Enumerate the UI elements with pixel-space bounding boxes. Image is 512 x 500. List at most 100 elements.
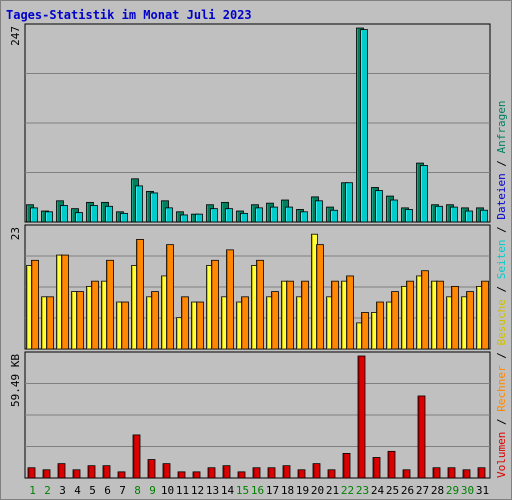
legend-separator: /: [495, 412, 508, 432]
bar-dateien: [150, 192, 158, 223]
bar-dateien: [240, 212, 248, 223]
bar-dateien: [360, 29, 368, 223]
x-tick-label: 17: [266, 484, 279, 497]
bar-volumen: [417, 395, 426, 479]
y-max-label: 23: [9, 227, 22, 240]
bar-volumen: [342, 452, 351, 479]
bar-volumen: [147, 459, 156, 479]
legend-volumen: Volumen: [495, 432, 508, 478]
x-tick-label: 29: [446, 484, 459, 497]
bar-volumen: [57, 463, 66, 479]
x-tick-label: 2: [44, 484, 51, 497]
x-tick-label: 22: [341, 484, 354, 497]
bar-volumen: [297, 469, 306, 479]
x-tick-label: 31: [476, 484, 489, 497]
bar-dateien: [105, 205, 113, 223]
x-tick-label: 16: [251, 484, 264, 497]
legend-dateien: Dateien: [495, 173, 508, 219]
bar-rechner: [196, 301, 204, 350]
bar-volumen: [387, 450, 396, 479]
x-tick-label: 4: [74, 484, 81, 497]
bar-rechner: [256, 259, 264, 350]
bar-dateien: [210, 208, 218, 223]
legend-seiten: Seiten: [495, 240, 508, 280]
legend-rechner: Rechner: [495, 365, 508, 412]
bar-volumen: [132, 434, 141, 479]
bar-rechner: [106, 259, 114, 350]
x-tick-label: 24: [371, 484, 385, 497]
bar-rechner: [46, 296, 54, 350]
bar-volumen: [372, 457, 381, 479]
bar-rechner: [421, 270, 429, 350]
bar-volumen: [192, 471, 201, 479]
bar-volumen: [327, 469, 336, 479]
x-tick-label: 30: [461, 484, 474, 497]
x-tick-label: 12: [191, 484, 204, 497]
bar-rechner: [211, 259, 219, 350]
bar-dateien: [30, 207, 38, 223]
bar-dateien: [165, 207, 173, 223]
bar-volumen: [237, 471, 246, 479]
legend-separator: /: [495, 153, 508, 173]
bar-volumen: [42, 469, 51, 479]
bar-dateien: [480, 209, 488, 223]
bar-rechner: [391, 291, 399, 350]
x-tick-label: 28: [431, 484, 444, 497]
y-max-label: 247: [9, 26, 22, 46]
x-tick-label: 5: [89, 484, 96, 497]
x-tick-label: 10: [161, 484, 174, 497]
bar-dateien: [195, 213, 203, 223]
bar-volumen: [312, 463, 321, 479]
bar-rechner: [271, 291, 279, 350]
bar-rechner: [166, 244, 174, 350]
bar-rechner: [91, 280, 99, 350]
bar-dateien: [405, 209, 413, 223]
bar-rechner: [61, 254, 69, 350]
bar-dateien: [300, 211, 308, 223]
bar-volumen: [177, 471, 186, 479]
x-tick-label: 11: [176, 484, 189, 497]
bar-dateien: [120, 212, 128, 223]
x-tick-label: 20: [311, 484, 324, 497]
x-tick-label: 18: [281, 484, 294, 497]
bar-rechner: [76, 291, 84, 350]
bar-rechner: [136, 239, 144, 350]
x-tick-label: 15: [236, 484, 249, 497]
legend-anfragen: Anfragen: [495, 100, 508, 153]
bar-dateien: [60, 205, 68, 223]
x-tick-label: 26: [401, 484, 414, 497]
bar-dateien: [75, 212, 83, 223]
bar-dateien: [270, 206, 278, 223]
x-tick-label: 19: [296, 484, 309, 497]
bar-rechner: [31, 259, 39, 350]
bar-rechner: [316, 244, 324, 350]
bar-volumen: [447, 467, 456, 479]
bar-volumen: [477, 467, 486, 479]
x-tick-label: 9: [149, 484, 156, 497]
x-tick-label: 23: [356, 484, 369, 497]
chart-title: Tages-Statistik im Monat Juli 2023: [6, 8, 252, 22]
x-tick-label: 14: [221, 484, 235, 497]
bar-volumen: [282, 465, 291, 479]
bar-volumen: [72, 469, 81, 479]
bar-dateien: [285, 206, 293, 223]
bar-dateien: [135, 185, 143, 223]
bar-dateien: [180, 214, 188, 223]
bar-dateien: [420, 165, 428, 223]
bar-dateien: [90, 205, 98, 223]
bar-dateien: [315, 200, 323, 223]
bar-volumen: [222, 465, 231, 479]
bar-rechner: [121, 301, 129, 350]
x-tick-label: 25: [386, 484, 399, 497]
bar-dateien: [225, 208, 233, 223]
bar-volumen: [432, 467, 441, 479]
bar-dateien: [435, 205, 443, 223]
bar-dateien: [465, 210, 473, 223]
bar-volumen: [87, 465, 96, 479]
bar-rechner: [181, 296, 189, 350]
bar-rechner: [151, 291, 159, 350]
bar-volumen: [207, 467, 216, 479]
bar-rechner: [286, 280, 294, 350]
bar-rechner: [301, 280, 309, 350]
